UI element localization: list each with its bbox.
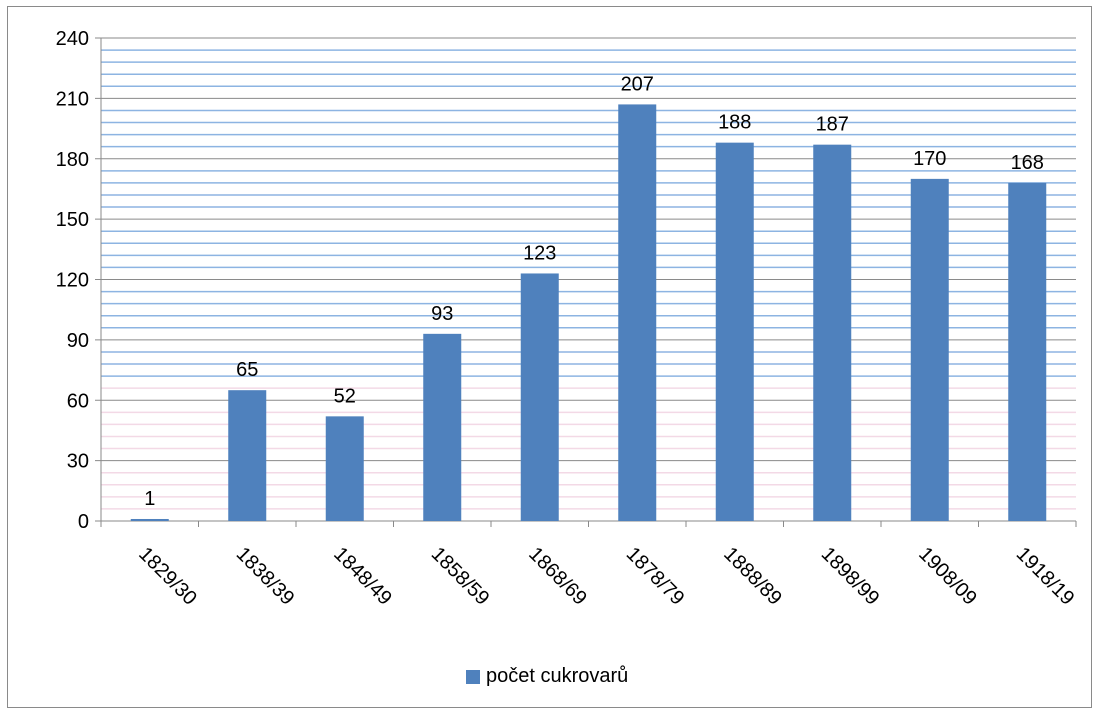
- data-label: 93: [431, 303, 453, 325]
- data-label: 1: [144, 488, 155, 510]
- data-label: 187: [816, 114, 849, 136]
- x-tick-label: 1898/99: [817, 543, 884, 610]
- y-tick-label: 0: [78, 511, 89, 533]
- data-label: 168: [1011, 152, 1044, 174]
- x-tick-label: 1858/59: [427, 543, 494, 610]
- data-label: 188: [718, 112, 751, 134]
- x-tick-label: 1908/09: [914, 543, 981, 610]
- legend-label: počet cukrovarů: [486, 665, 629, 687]
- bars: [130, 104, 1047, 521]
- x-tick-label: 1878/79: [622, 543, 689, 610]
- x-tick-label: 1868/69: [524, 543, 591, 610]
- y-tick-label: 180: [56, 149, 89, 171]
- x-tick-label: 1888/89: [719, 543, 786, 610]
- bar: [715, 142, 754, 521]
- bar: [130, 518, 169, 521]
- data-label: 52: [334, 385, 356, 407]
- x-tick-labels: 1829/30 1838/39 1848/49 1858/59 1868/69 1878/…: [134, 543, 1078, 610]
- y-tick-label: 30: [67, 451, 89, 473]
- y-tick-label: 120: [56, 270, 89, 292]
- x-tick-label: 1829/30: [134, 543, 201, 610]
- bar: [325, 416, 364, 521]
- y-tick-labels: 0 30 60 90 120 150 180 210 240: [56, 28, 89, 533]
- bar: [423, 333, 462, 521]
- y-tick-label: 150: [56, 209, 89, 231]
- data-label: 207: [621, 73, 654, 95]
- data-label: 170: [913, 148, 946, 170]
- y-tick-label: 90: [67, 330, 89, 352]
- bar: [520, 273, 559, 521]
- data-label: 123: [523, 242, 556, 264]
- bar: [228, 390, 267, 521]
- x-tick-label: 1838/39: [232, 543, 299, 610]
- legend: počet cukrovarů: [466, 665, 628, 688]
- bar: [1008, 182, 1047, 521]
- x-tick-label: 1918/19: [1012, 543, 1079, 610]
- y-tick-label: 210: [56, 88, 89, 110]
- legend-swatch: [466, 669, 480, 684]
- y-tick-label: 60: [67, 390, 89, 412]
- data-label: 65: [236, 359, 258, 381]
- x-tick-label: 1848/49: [329, 543, 396, 610]
- bar: [910, 178, 949, 521]
- bar: [813, 144, 852, 521]
- data-labels: 1 65 52 93 123 207 188 187 170 168: [144, 73, 1044, 510]
- bar: [618, 104, 657, 521]
- y-tick-label: 240: [56, 28, 89, 50]
